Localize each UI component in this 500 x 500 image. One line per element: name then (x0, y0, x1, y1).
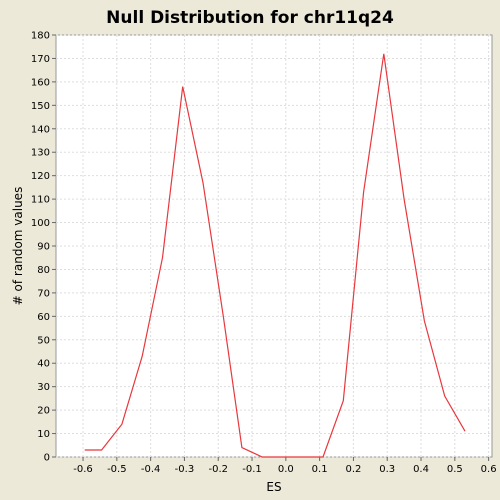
x-tick-label: 0.1 (312, 464, 328, 475)
chart-title: Null Distribution for chr11q24 (106, 8, 394, 28)
y-tick-label: 20 (37, 406, 50, 417)
x-tick-label: -0.3 (175, 464, 195, 475)
x-tick-label: 0.6 (481, 464, 497, 475)
x-tick-label: 0.3 (379, 464, 395, 475)
y-tick-label: 140 (31, 124, 50, 135)
x-axis: -0.6 -0.5 -0.4 -0.3 -0.2 -0.1 0.0 0.1 0.2 0.3 0.4 0… (73, 457, 497, 475)
x-axis-label: ES (266, 480, 281, 494)
y-tick-label: 60 (37, 312, 50, 323)
x-tick-label: 0.4 (413, 464, 429, 475)
y-tick-label: 120 (31, 171, 50, 182)
series-line (84, 53, 466, 458)
x-tick-label: -0.2 (208, 464, 228, 475)
y-tick-label: 30 (37, 382, 50, 393)
y-tick-label: 40 (37, 359, 50, 370)
x-tick-label: -0.4 (141, 464, 161, 475)
y-tick-label: 80 (37, 265, 50, 276)
y-tick-label: 70 (37, 288, 50, 299)
y-axis: 0 10 20 30 40 50 60 70 80 90 100 110 120 130 140 150 160… (31, 31, 56, 464)
y-tick-label: 130 (31, 148, 50, 159)
series-group (84, 53, 466, 458)
y-tick-label: 170 (31, 54, 50, 65)
y-tick-label: 110 (31, 195, 50, 206)
y-tick-label: 180 (31, 31, 50, 42)
x-tick-label: -0.6 (73, 464, 93, 475)
y-tick-label: 10 (37, 429, 50, 440)
y-tick-label: 100 (31, 218, 50, 229)
y-axis-label: # of random values (11, 187, 25, 306)
y-tick-label: 0 (44, 453, 50, 464)
y-tick-label: 90 (37, 242, 50, 253)
x-tick-label: -0.5 (107, 464, 127, 475)
grid-lines (56, 34, 492, 458)
x-tick-label: -0.1 (242, 464, 262, 475)
x-tick-label: 0.2 (345, 464, 361, 475)
y-tick-label: 50 (37, 335, 50, 346)
y-tick-label: 150 (31, 101, 50, 112)
y-tick-label: 160 (31, 77, 50, 88)
x-tick-label: 0.0 (278, 464, 294, 475)
x-tick-label: 0.5 (447, 464, 463, 475)
